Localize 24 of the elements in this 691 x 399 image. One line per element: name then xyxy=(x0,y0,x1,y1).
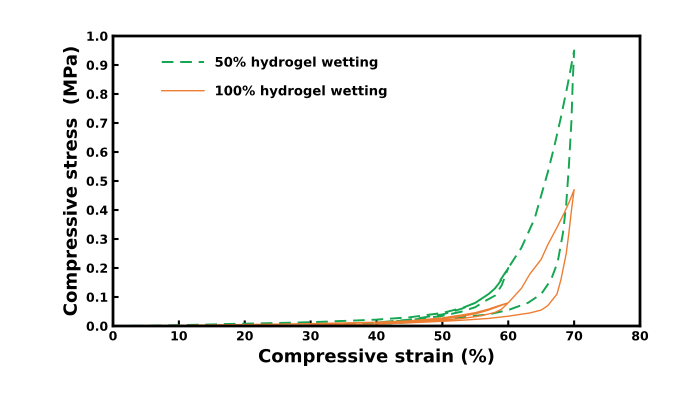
y-tick-label: 0.3 xyxy=(86,234,108,244)
x-tick-label: 50 xyxy=(434,331,450,341)
x-tick-label: 80 xyxy=(632,331,648,341)
y-tick-label: 0.2 xyxy=(86,263,108,273)
y-axis-title: Compressive stress (MPa) xyxy=(62,47,80,316)
x-tick-label: 60 xyxy=(500,331,516,341)
y-tick-label: 0.1 xyxy=(86,292,108,302)
x-tick-label: 70 xyxy=(566,331,582,341)
x-tick-label: 20 xyxy=(237,331,253,341)
x-tick-label: 0 xyxy=(109,331,117,341)
y-tick-label: 0.0 xyxy=(86,321,108,331)
y-tick-label: 0.6 xyxy=(86,147,108,157)
legend-label: 50% hydrogel wetting xyxy=(216,56,378,70)
y-tick-label: 0.8 xyxy=(86,89,108,99)
y-tick-label: 1.0 xyxy=(87,31,108,41)
x-tick-label: 40 xyxy=(368,331,385,341)
x-axis-title: Compressive strain (%) xyxy=(258,348,494,366)
x-tick-label: 10 xyxy=(172,331,187,341)
y-tick-label: 0.4 xyxy=(86,205,108,215)
y-tick-label: 0.5 xyxy=(86,176,108,186)
y-tick-label: 0.9 xyxy=(86,60,108,70)
y-tick-label: 0.7 xyxy=(86,118,108,128)
legend-label: 100% hydrogel wetting xyxy=(216,85,386,98)
x-tick-label: 30 xyxy=(302,331,319,341)
